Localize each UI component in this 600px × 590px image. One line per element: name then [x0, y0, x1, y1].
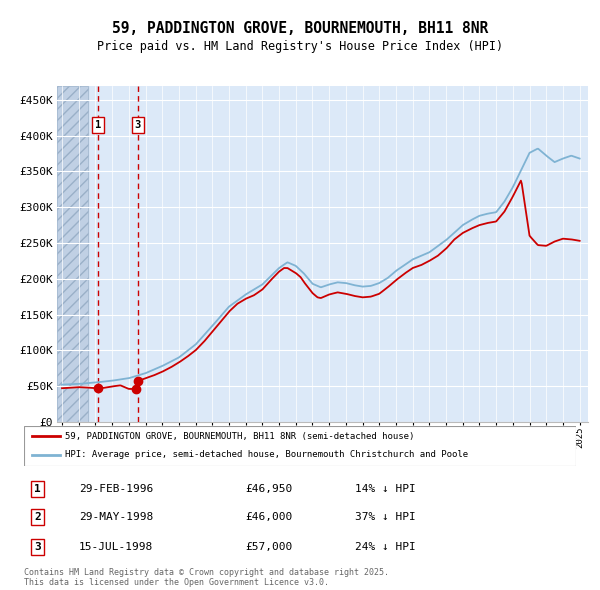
Text: HPI: Average price, semi-detached house, Bournemouth Christchurch and Poole: HPI: Average price, semi-detached house,… [65, 450, 469, 460]
FancyBboxPatch shape [24, 426, 576, 466]
Text: 15-JUL-1998: 15-JUL-1998 [79, 542, 154, 552]
Text: 59, PADDINGTON GROVE, BOURNEMOUTH, BH11 8NR (semi-detached house): 59, PADDINGTON GROVE, BOURNEMOUTH, BH11 … [65, 431, 415, 441]
Text: 29-FEB-1996: 29-FEB-1996 [79, 484, 154, 494]
Text: 1: 1 [34, 484, 41, 494]
Text: 3: 3 [34, 542, 41, 552]
Text: 59, PADDINGTON GROVE, BOURNEMOUTH, BH11 8NR: 59, PADDINGTON GROVE, BOURNEMOUTH, BH11 … [112, 21, 488, 35]
Text: 29-MAY-1998: 29-MAY-1998 [79, 512, 154, 522]
Text: 1: 1 [95, 120, 101, 130]
Text: £57,000: £57,000 [245, 542, 292, 552]
Text: £46,000: £46,000 [245, 512, 292, 522]
Text: 24% ↓ HPI: 24% ↓ HPI [355, 542, 416, 552]
Text: 2: 2 [34, 512, 41, 522]
Text: 37% ↓ HPI: 37% ↓ HPI [355, 512, 416, 522]
Text: 3: 3 [134, 120, 141, 130]
Text: Price paid vs. HM Land Registry's House Price Index (HPI): Price paid vs. HM Land Registry's House … [97, 40, 503, 53]
Text: £46,950: £46,950 [245, 484, 292, 494]
Text: Contains HM Land Registry data © Crown copyright and database right 2025.
This d: Contains HM Land Registry data © Crown c… [24, 568, 389, 587]
Text: 14% ↓ HPI: 14% ↓ HPI [355, 484, 416, 494]
